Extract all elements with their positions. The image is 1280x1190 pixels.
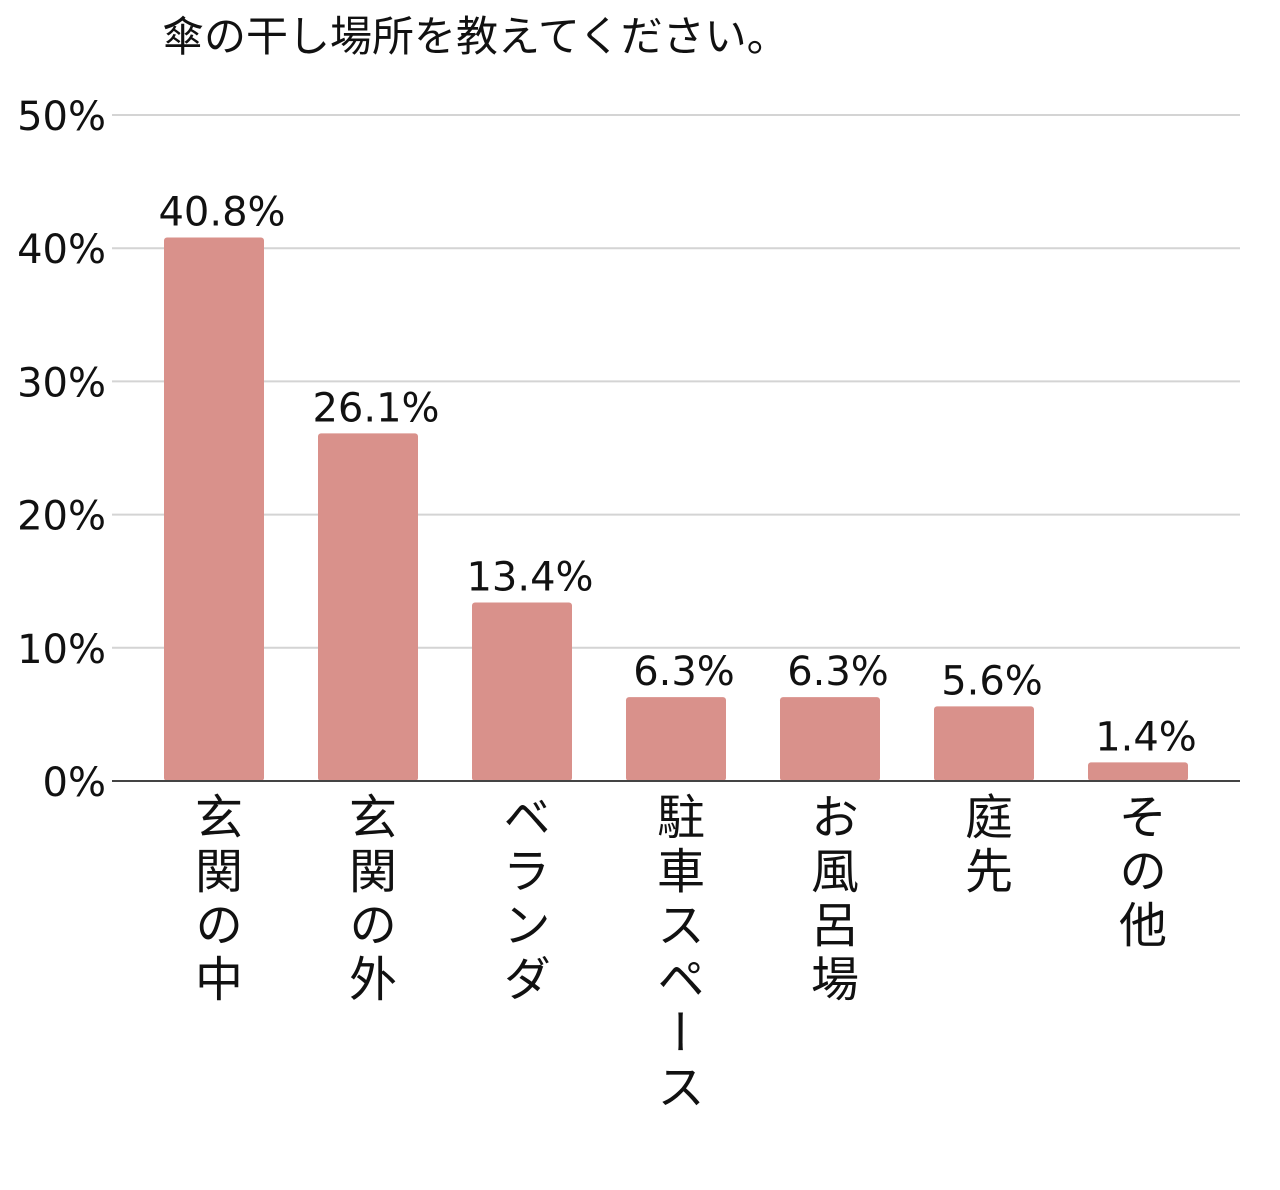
bar [164, 237, 264, 781]
bar [472, 602, 572, 781]
x-tick-label: 玄関の外 [340, 792, 396, 1008]
y-tick-label: 0% [43, 760, 106, 806]
data-label-layer: 40.8% 26.1% 13.4% 6.3% 6.3% 5.6% 1.4% [158, 190, 1196, 761]
y-tick-label: 10% [17, 627, 106, 673]
x-axis-ticks: 玄関の中 玄関の外 ベランダ 駐車スペース お風呂場 庭先 その他 [186, 792, 1167, 1116]
data-label: 40.8% [158, 190, 285, 236]
x-tick-label: ベランダ [494, 792, 550, 1008]
y-tick-label: 20% [17, 494, 106, 540]
bar [626, 697, 726, 781]
grid-layer [112, 114, 1240, 649]
chart-title: 傘の干し場所を教えてください。 [162, 12, 789, 61]
data-label: 6.3% [787, 649, 889, 695]
data-label: 6.3% [633, 649, 735, 695]
bar [318, 433, 418, 781]
data-label: 1.4% [1095, 714, 1197, 760]
x-tick-label: その他 [1110, 792, 1167, 954]
bar [780, 697, 880, 781]
bar-layer [164, 237, 1188, 781]
bar [1088, 762, 1188, 781]
y-tick-label: 50% [17, 94, 106, 140]
bar [934, 706, 1034, 781]
x-tick-label: お風呂場 [802, 792, 858, 1008]
data-label: 13.4% [466, 555, 593, 601]
x-tick-label: 駐車スペース [648, 792, 704, 1116]
y-axis-ticks: 0% 10% 20% 30% 40% 50% [17, 94, 106, 806]
data-label: 5.6% [941, 658, 1043, 704]
x-tick-label: 玄関の中 [186, 792, 242, 1008]
data-label: 26.1% [312, 385, 439, 431]
y-tick-label: 30% [17, 360, 106, 406]
x-tick-label: 庭先 [956, 792, 1012, 900]
y-tick-label: 40% [17, 227, 106, 273]
